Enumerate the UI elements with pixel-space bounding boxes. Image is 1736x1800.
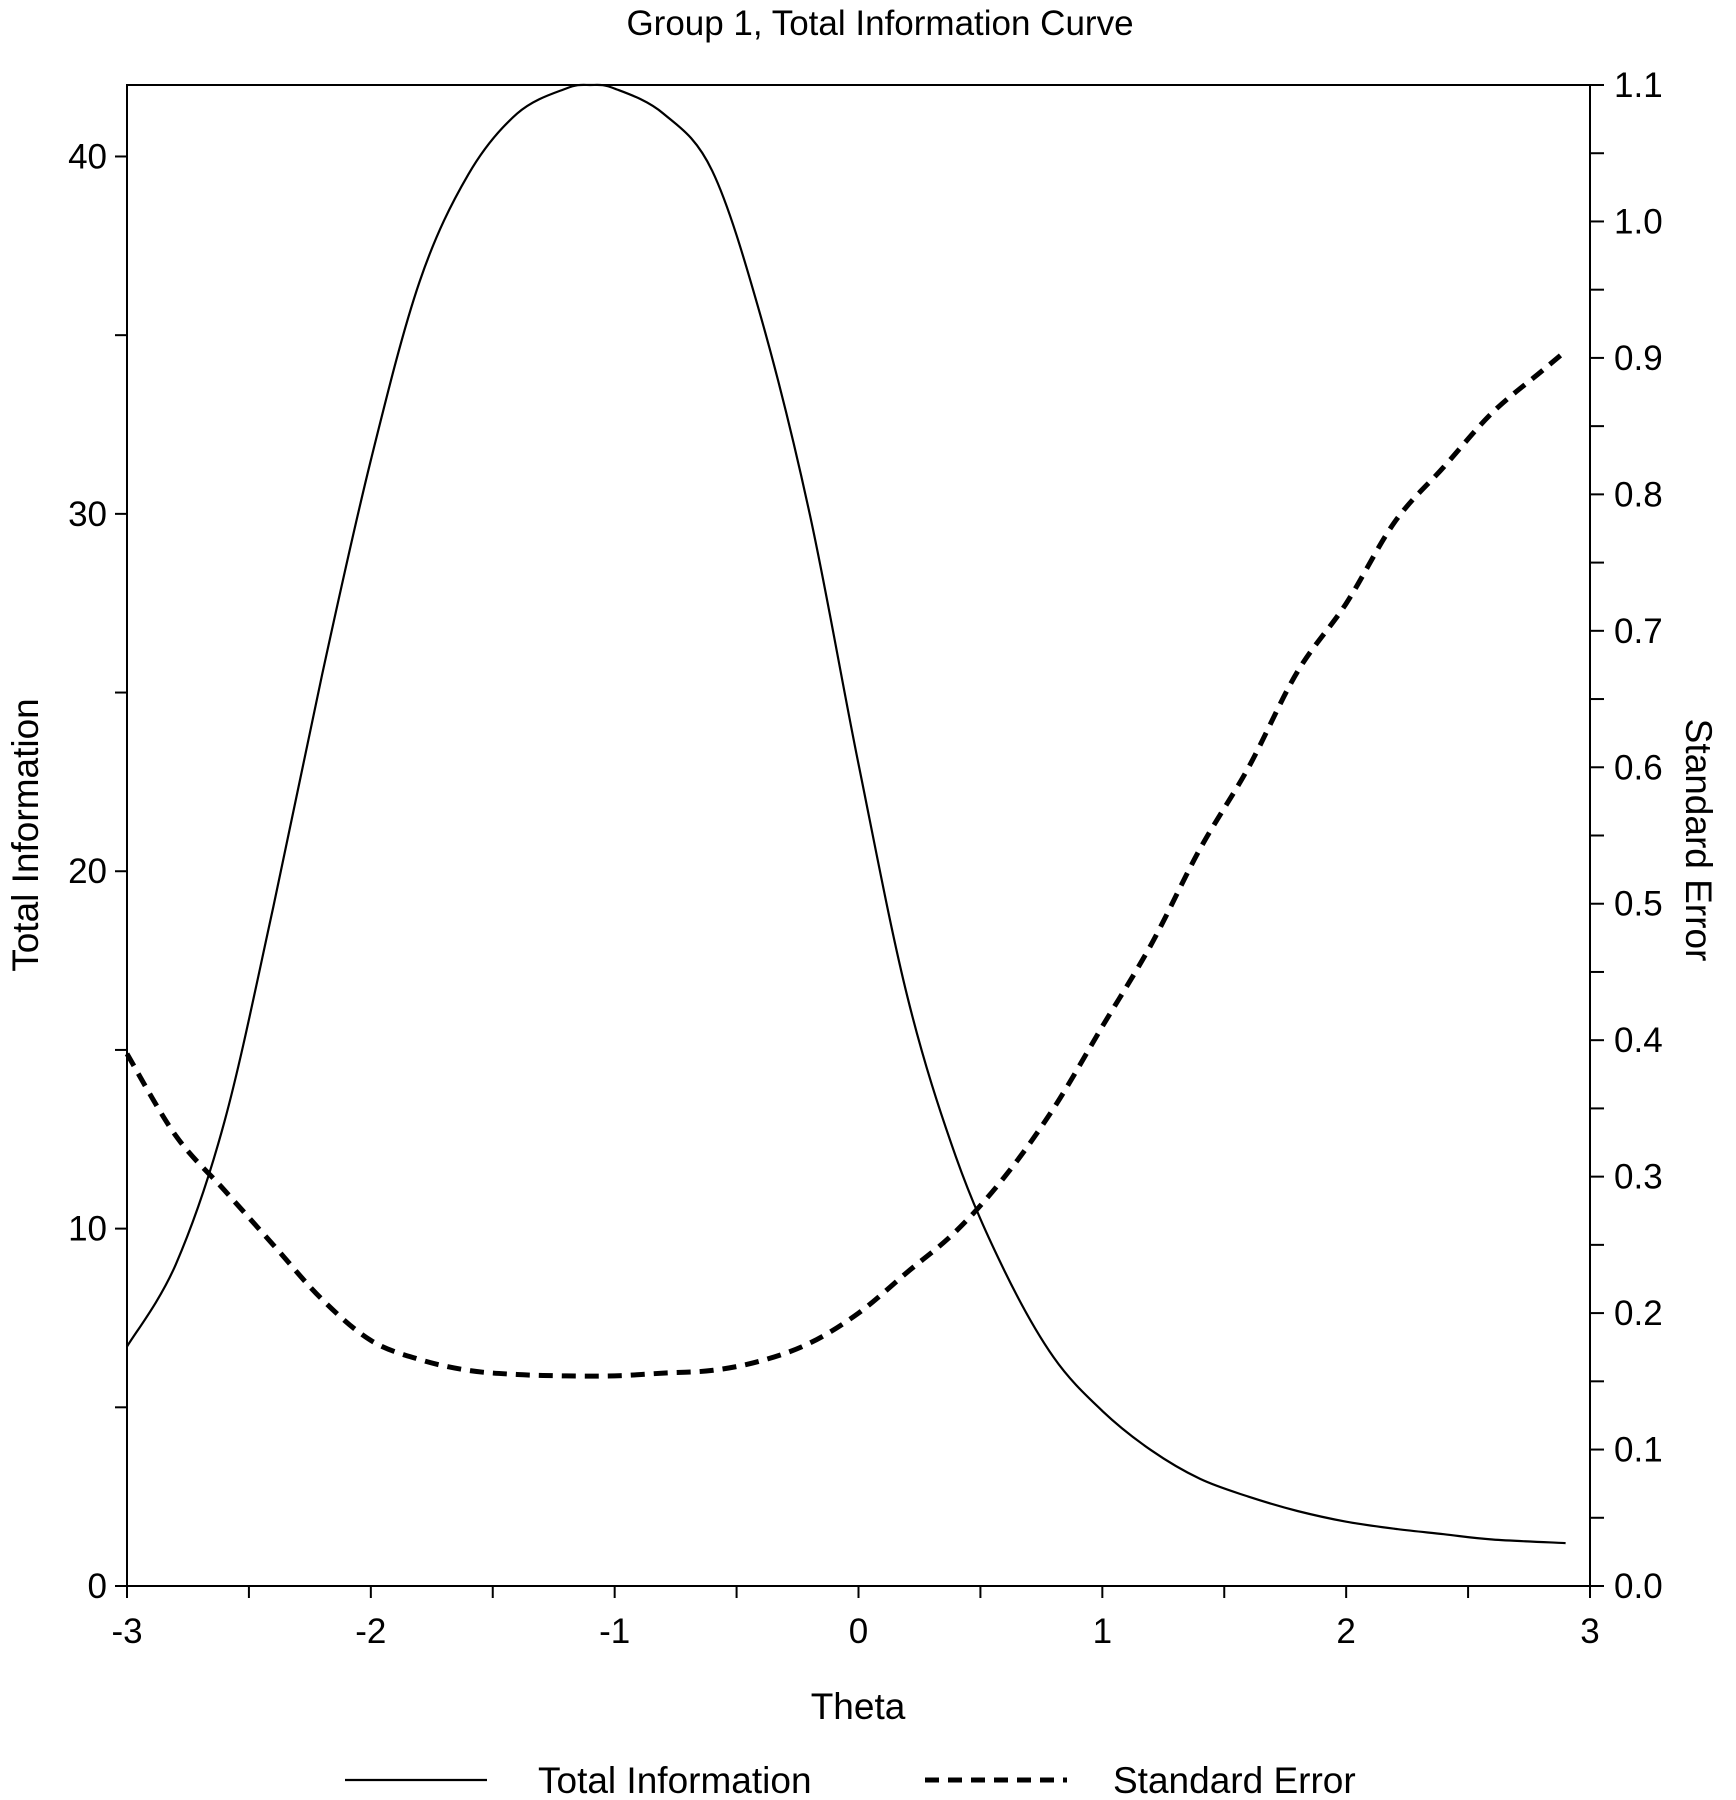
x-axis: -3 -2 -1 0 1 2 3 [111,1586,1600,1651]
x-axis-label: Theta [811,1686,906,1727]
y-tick-label: 40 [68,137,107,176]
y-tick-label: 30 [68,495,107,534]
x-tick-label: -3 [111,1612,142,1651]
y2-tick-label: 0.5 [1614,885,1663,924]
x-tick-label: 1 [1093,1612,1112,1651]
y2-tick-label: 1.1 [1614,66,1663,105]
x-tick-label: 3 [1580,1612,1599,1651]
y-tick-label: 0 [88,1567,107,1606]
y2-tick-label: 0.2 [1614,1294,1663,1333]
series-line-standard-error [124,349,1568,1379]
y2-tick-label: 0.4 [1614,1021,1663,1060]
series-line-total-information [126,83,1566,1545]
y2-tick-label: 0.6 [1614,748,1663,787]
y2-tick-label: 0.3 [1614,1158,1663,1197]
y-tick-label: 10 [68,1210,107,1249]
x-tick-label: 2 [1336,1612,1355,1651]
legend-label-total-information: Total Information [538,1760,812,1800]
y2-tick-label: 0.7 [1614,612,1663,651]
y2-tick-label: 0.8 [1614,475,1663,514]
legend: Total Information Standard Error [345,1760,1356,1800]
y2-axis-label: Standard Error [1678,719,1719,962]
left-y-axis: 0 10 20 30 40 [68,137,127,1606]
y2-tick-label: 0.9 [1614,339,1663,378]
y2-tick-label: 1.0 [1614,202,1663,241]
legend-label-standard-error: Standard Error [1113,1760,1356,1800]
chart-title: Group 1, Total Information Curve [626,4,1133,43]
y2-tick-label: 0.0 [1614,1567,1663,1606]
x-tick-label: -2 [355,1612,386,1651]
right-y-axis: 0.0 0.1 0.2 0.3 0.4 0.5 0.6 0.7 0.8 0.9 1.0 1.1 [1590,66,1663,1606]
y-tick-label: 20 [68,852,107,891]
plot-frame [126,84,1591,1587]
y-axis-label: Total Information [5,698,46,972]
x-tick-label: -1 [599,1612,630,1651]
x-tick-label: 0 [849,1612,868,1651]
y2-tick-label: 0.1 [1614,1431,1663,1470]
